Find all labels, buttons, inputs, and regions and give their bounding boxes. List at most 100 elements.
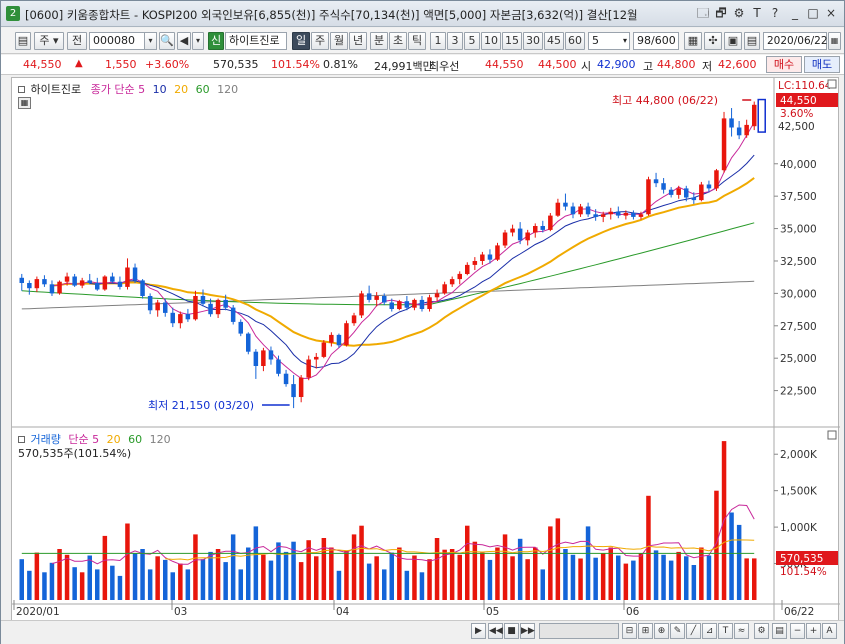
- interval-week[interactable]: 주: [311, 32, 329, 50]
- candle-body: [389, 302, 394, 309]
- candle-body: [276, 359, 281, 374]
- prev-button[interactable]: 전: [67, 32, 87, 50]
- period-type-select[interactable]: 주 ▾: [34, 32, 64, 50]
- print-icon[interactable]: ▤: [744, 32, 760, 50]
- interval-year[interactable]: 년: [349, 32, 367, 50]
- speaker-icon[interactable]: ◀: [177, 32, 191, 50]
- step-30[interactable]: 30: [523, 32, 543, 50]
- candle-body: [563, 202, 568, 207]
- candle-body: [155, 302, 160, 311]
- legend-stock-name: 하이트진로: [30, 83, 82, 96]
- candle-body: [344, 323, 349, 346]
- step-5[interactable]: 5: [464, 32, 480, 50]
- save-icon[interactable]: ▣: [724, 32, 742, 50]
- volume-value: 570,535: [213, 58, 259, 71]
- candle-body: [268, 350, 274, 360]
- zoom-out-icon[interactable]: ⊟: [622, 623, 637, 639]
- volume-bar: [215, 549, 221, 600]
- candle-body: [351, 315, 357, 324]
- tile-icon[interactable]: 🗔: [696, 6, 710, 20]
- legend-toggle-icon[interactable]: [18, 86, 25, 93]
- candle-body: [306, 359, 311, 378]
- volume-bar: [736, 524, 742, 600]
- minimize-icon[interactable]: _: [792, 6, 798, 20]
- interval-day[interactable]: 일: [292, 32, 310, 50]
- legend-ma5: 5: [138, 83, 146, 96]
- candle-body: [585, 206, 591, 215]
- chart-area[interactable]: 40,000 37,500 35,000 32,500 30,000 27,500 25,0…: [11, 77, 840, 628]
- interval-tick[interactable]: 틱: [408, 32, 426, 50]
- volume-legend-toggle-icon[interactable]: [18, 436, 25, 443]
- candle-body: [27, 283, 32, 289]
- calendar-icon[interactable]: ▦: [828, 32, 841, 50]
- interval-month[interactable]: 월: [330, 32, 348, 50]
- scroll-forward-icon[interactable]: ▶▶: [520, 623, 535, 639]
- date-field[interactable]: 2020/06/22: [763, 32, 828, 50]
- draw-tool-icon[interactable]: ✎: [670, 623, 685, 639]
- zoom-fit-icon[interactable]: ⊞: [638, 623, 653, 639]
- price-tick-label: 22,500: [780, 386, 817, 398]
- grid-tool-icon[interactable]: ▦: [684, 32, 702, 50]
- current-candle-box: [757, 98, 766, 133]
- step-15[interactable]: 15: [502, 32, 522, 50]
- chart-canvas[interactable]: 40,000 37,500 35,000 32,500 30,000 27,500 25,0…: [12, 78, 840, 628]
- search-icon[interactable]: 🔍: [159, 32, 175, 50]
- help-icon[interactable]: ?: [771, 6, 779, 20]
- chart-type-icon[interactable]: ▤: [772, 623, 787, 639]
- step-1[interactable]: 1: [430, 32, 446, 50]
- volume-legend-ma60: 60: [128, 433, 143, 446]
- line-tool-icon[interactable]: ╱: [686, 623, 701, 639]
- volume-bar: [714, 490, 719, 600]
- stop-icon[interactable]: ■: [504, 623, 519, 639]
- text-icon[interactable]: T: [753, 6, 761, 20]
- candle-body: [374, 296, 379, 300]
- font-size-icon[interactable]: A: [822, 623, 837, 639]
- volume-bar: [616, 555, 621, 600]
- step-60[interactable]: 60: [565, 32, 585, 50]
- maximize-icon[interactable]: □: [807, 6, 819, 20]
- volume-bar: [178, 563, 183, 600]
- interval-minute[interactable]: 분: [370, 32, 388, 50]
- restore-layout-icon[interactable]: 🗗: [715, 6, 727, 20]
- volume-bar: [744, 558, 749, 600]
- price-tick-label: 42,500: [778, 121, 815, 133]
- settings-icon[interactable]: ⚙: [733, 6, 745, 20]
- settings-gear-icon[interactable]: ⚙: [754, 623, 769, 639]
- step-value-select[interactable]: 5 ▾: [588, 32, 630, 50]
- candle-body: [19, 277, 24, 283]
- volume-legend-ma20: 20: [106, 433, 121, 446]
- step-3[interactable]: 3: [447, 32, 463, 50]
- speaker-dropdown-icon[interactable]: ▾: [192, 32, 204, 50]
- step-45[interactable]: 45: [544, 32, 564, 50]
- last-price-label: 44,550: [780, 95, 817, 107]
- plus-icon[interactable]: +: [806, 623, 821, 639]
- scroll-slider[interactable]: [539, 623, 619, 639]
- close-icon[interactable]: ×: [825, 6, 837, 20]
- measure-tool-icon[interactable]: ⊿: [702, 623, 717, 639]
- calculator-icon[interactable]: ▦: [18, 97, 31, 109]
- volume-bar: [200, 559, 206, 600]
- volume-bar: [57, 549, 62, 600]
- open-price: 42,900: [597, 58, 636, 71]
- minus-icon[interactable]: −: [790, 623, 805, 639]
- text-tool-icon[interactable]: T: [718, 623, 733, 639]
- step-10[interactable]: 10: [481, 32, 501, 50]
- code-dropdown-icon[interactable]: ▾: [144, 32, 157, 50]
- sell-button[interactable]: 매도: [804, 56, 840, 73]
- scroll-back-icon[interactable]: ◀◀: [488, 623, 503, 639]
- stock-name-field[interactable]: 하이트진로: [225, 32, 287, 50]
- interval-second[interactable]: 초: [389, 32, 407, 50]
- crosshair-icon[interactable]: ✣: [704, 32, 722, 50]
- pattern-tool-icon[interactable]: ≈: [734, 623, 749, 639]
- zoom-in-icon[interactable]: ⊕: [654, 623, 669, 639]
- candle-body: [533, 226, 538, 233]
- scroll-start-icon[interactable]: ▶: [471, 623, 486, 639]
- count-field[interactable]: 98/600: [633, 32, 679, 50]
- buy-button[interactable]: 매수: [766, 56, 802, 73]
- stock-code-input[interactable]: 000080: [89, 32, 157, 50]
- title-bar: 2 [0600] 키움종합차트 - KOSPI200 외국인보유[6,855(천…: [1, 1, 844, 27]
- candle-body: [208, 303, 213, 315]
- menu-icon[interactable]: ▤: [15, 32, 31, 50]
- candle-body: [163, 302, 168, 313]
